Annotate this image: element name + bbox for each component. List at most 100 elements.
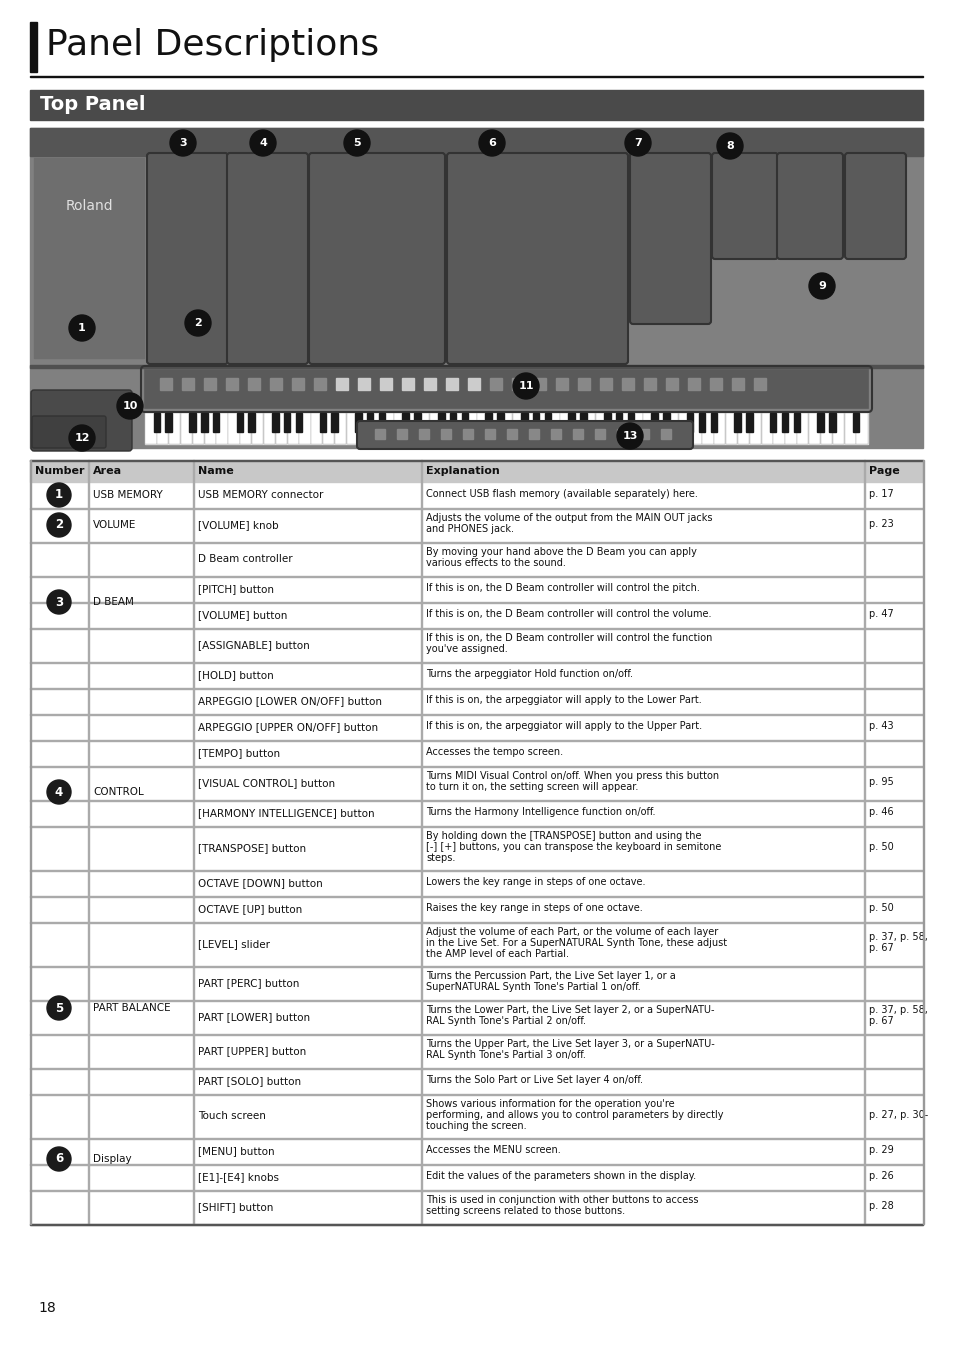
Text: p. 46: p. 46 xyxy=(868,807,893,817)
Text: [HARMONY INTELLIGENCE] button: [HARMONY INTELLIGENCE] button xyxy=(198,809,375,818)
Text: Turns the Harmony Intelligence function on/off.: Turns the Harmony Intelligence function … xyxy=(426,807,655,817)
Bar xyxy=(30,869,923,896)
Bar xyxy=(226,378,237,390)
Circle shape xyxy=(344,130,370,157)
Bar xyxy=(414,413,420,432)
Bar xyxy=(30,1138,923,1164)
Bar xyxy=(753,378,765,390)
Bar xyxy=(497,413,503,432)
Text: p. 37, p. 58,: p. 37, p. 58, xyxy=(868,933,927,942)
Bar xyxy=(490,378,501,390)
Bar xyxy=(437,413,444,432)
Text: Turns the Lower Part, the Live Set layer 2, or a SuperNATU-: Turns the Lower Part, the Live Set layer… xyxy=(426,1006,714,1015)
Bar xyxy=(375,429,385,439)
Text: Page: Page xyxy=(868,466,899,477)
Text: 12: 12 xyxy=(74,433,90,443)
Text: Connect USB flash memory (available separately) here.: Connect USB flash memory (available sepa… xyxy=(426,489,698,500)
Bar xyxy=(617,429,626,439)
Bar xyxy=(396,429,407,439)
Bar xyxy=(603,413,610,432)
Text: touching the screen.: touching the screen. xyxy=(426,1120,526,1131)
Bar xyxy=(145,370,867,408)
Text: Number: Number xyxy=(35,466,85,477)
Text: 7: 7 xyxy=(634,138,641,148)
Bar xyxy=(725,413,737,444)
Text: If this is on, the D Beam controller will control the volume.: If this is on, the D Beam controller wil… xyxy=(426,609,711,618)
Bar xyxy=(745,413,752,432)
Bar xyxy=(524,413,536,444)
Bar xyxy=(662,413,669,432)
Bar xyxy=(30,628,923,662)
Text: RAL Synth Tone's Partial 2 on/off.: RAL Synth Tone's Partial 2 on/off. xyxy=(426,1017,585,1026)
Bar xyxy=(30,128,923,157)
Text: If this is on, the D Beam controller will control the pitch.: If this is on, the D Beam controller wil… xyxy=(426,583,700,593)
Bar xyxy=(30,1000,923,1034)
Text: Turns the Percussion Part, the Live Set layer 1, or a: Turns the Percussion Part, the Live Set … xyxy=(426,972,675,981)
Text: p. 17: p. 17 xyxy=(868,489,893,500)
Bar xyxy=(30,765,923,801)
FancyBboxPatch shape xyxy=(711,153,778,259)
Bar xyxy=(34,158,144,358)
Text: 3: 3 xyxy=(179,138,187,148)
Text: By holding down the [TRANSPOSE] button and using the: By holding down the [TRANSPOSE] button a… xyxy=(426,830,700,841)
Bar xyxy=(429,413,440,444)
Bar xyxy=(690,413,701,444)
Bar xyxy=(559,413,571,444)
Circle shape xyxy=(117,393,143,418)
Bar xyxy=(738,413,748,444)
Bar xyxy=(418,429,429,439)
Bar xyxy=(252,413,263,444)
Bar xyxy=(30,922,923,967)
Circle shape xyxy=(717,134,742,159)
Text: Area: Area xyxy=(92,466,122,477)
Bar xyxy=(450,413,456,432)
Circle shape xyxy=(478,130,504,157)
Bar xyxy=(520,413,527,432)
Bar xyxy=(379,378,392,390)
Bar xyxy=(248,413,254,432)
Text: PART [PERC] button: PART [PERC] button xyxy=(198,977,299,988)
Text: Touch screen: Touch screen xyxy=(198,1111,266,1120)
Bar xyxy=(568,413,575,432)
Text: various effects to the sound.: various effects to the sound. xyxy=(426,559,565,568)
Text: Edit the values of the parameters shown in the display.: Edit the values of the parameters shown … xyxy=(426,1170,696,1181)
Text: 11: 11 xyxy=(517,381,533,392)
Bar xyxy=(784,413,796,444)
Bar xyxy=(734,413,740,432)
Text: 6: 6 xyxy=(55,1153,63,1165)
Text: Turns the Upper Part, the Live Set layer 3, or a SuperNATU-: Turns the Upper Part, the Live Set layer… xyxy=(426,1040,714,1049)
Text: p. 50: p. 50 xyxy=(868,842,893,852)
Bar xyxy=(30,508,923,541)
Text: If this is on, the D Beam controller will control the function: If this is on, the D Beam controller wil… xyxy=(426,633,712,644)
Bar xyxy=(30,364,923,369)
Bar xyxy=(30,541,923,576)
Bar xyxy=(157,413,169,444)
Circle shape xyxy=(47,513,71,537)
Text: [PITCH] button: [PITCH] button xyxy=(198,585,274,594)
Bar xyxy=(556,378,567,390)
Bar xyxy=(30,22,37,72)
FancyBboxPatch shape xyxy=(447,153,627,365)
Bar xyxy=(394,413,405,444)
Text: 9: 9 xyxy=(818,281,825,292)
Bar xyxy=(808,413,820,444)
Bar xyxy=(665,378,678,390)
Text: 4: 4 xyxy=(55,786,63,798)
Bar xyxy=(401,378,414,390)
Text: USB MEMORY: USB MEMORY xyxy=(92,490,163,500)
Text: Display: Display xyxy=(92,1154,132,1164)
Text: 2: 2 xyxy=(193,319,202,328)
Text: p. 37, p. 58,: p. 37, p. 58, xyxy=(868,1006,927,1015)
Text: Roland: Roland xyxy=(65,198,112,213)
Text: PART [UPPER] button: PART [UPPER] button xyxy=(198,1046,306,1056)
Bar xyxy=(599,378,612,390)
FancyBboxPatch shape xyxy=(30,390,132,451)
Bar xyxy=(357,378,370,390)
Text: p. 43: p. 43 xyxy=(868,721,893,730)
Bar xyxy=(484,429,495,439)
FancyBboxPatch shape xyxy=(147,153,228,365)
FancyBboxPatch shape xyxy=(776,153,842,259)
Bar xyxy=(181,413,192,444)
Bar xyxy=(687,378,700,390)
Text: Lowers the key range in steps of one octave.: Lowers the key range in steps of one oct… xyxy=(426,878,645,887)
